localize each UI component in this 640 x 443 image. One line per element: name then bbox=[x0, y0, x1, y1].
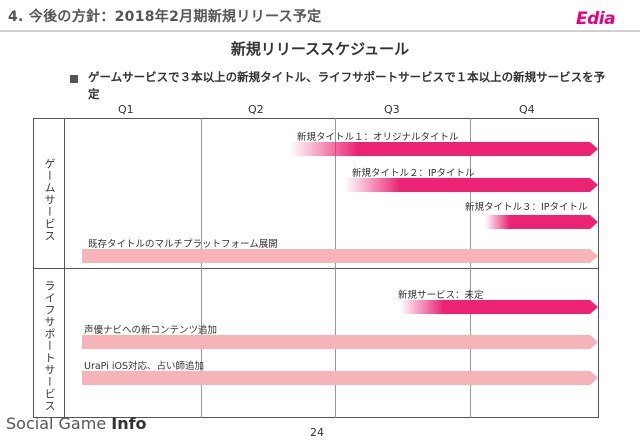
edia-logo: Edia bbox=[576, 9, 616, 29]
bar-label-urapi: UraPi iOS対応、占い師追加 bbox=[84, 361, 205, 372]
page-number: 24 bbox=[310, 426, 324, 439]
header-title: 4. 今後の方針：2018年2月期新規リリース予定 bbox=[8, 9, 322, 25]
category-column-divider bbox=[64, 118, 65, 418]
bar-label-seiyu-navi: 声優ナビへの新コンテンツ追加 bbox=[84, 325, 218, 336]
bar-urapi bbox=[82, 371, 598, 385]
bar-new-title-2 bbox=[345, 178, 598, 192]
bar-label-new-title-2: 新規タイトル２：IPタイトル bbox=[352, 168, 475, 179]
footer-brand-regular: Social Game bbox=[6, 414, 112, 433]
bar-new-title-1 bbox=[290, 142, 598, 156]
footer-brand-bold: Info bbox=[111, 414, 147, 433]
category-game-service: ゲームサービス bbox=[43, 158, 56, 242]
bar-multiplatform bbox=[82, 249, 598, 263]
bar-label-new-title-1: 新規タイトル１：オリジナルタイトル bbox=[297, 132, 459, 143]
category-life-support-service: ライフサポートサービス bbox=[43, 280, 56, 412]
slide-title: 新規リリーススケジュール bbox=[230, 40, 410, 58]
quarter-label-q2: Q2 bbox=[248, 103, 264, 116]
quarter-divider-q4 bbox=[470, 118, 471, 418]
quarter-label-q1: Q1 bbox=[118, 103, 134, 116]
bar-new-title-3 bbox=[485, 215, 598, 229]
bar-label-multiplatform: 既存タイトルのマルチプラットフォーム展開 bbox=[88, 239, 278, 250]
section-divider bbox=[33, 268, 599, 269]
bar-new-service bbox=[400, 300, 598, 314]
bar-label-new-title-3: 新規タイトル３：IPタイトル bbox=[465, 202, 588, 213]
bullet-text: ゲームサービスで３本以上の新規タイトル、ライフサポートサービスで１本以上の新規サ… bbox=[88, 70, 606, 101]
bullet-square-icon bbox=[70, 75, 78, 83]
quarter-divider-q2 bbox=[201, 118, 202, 418]
quarter-divider-q3 bbox=[335, 118, 336, 418]
bar-label-new-service: 新規サービス：未定 bbox=[398, 290, 484, 301]
quarter-label-q4: Q4 bbox=[519, 103, 535, 116]
bar-seiyu-navi bbox=[82, 335, 598, 349]
quarter-label-q3: Q3 bbox=[384, 103, 400, 116]
header-divider bbox=[0, 30, 640, 32]
social-game-info-logo: Social Game Info bbox=[6, 414, 147, 433]
